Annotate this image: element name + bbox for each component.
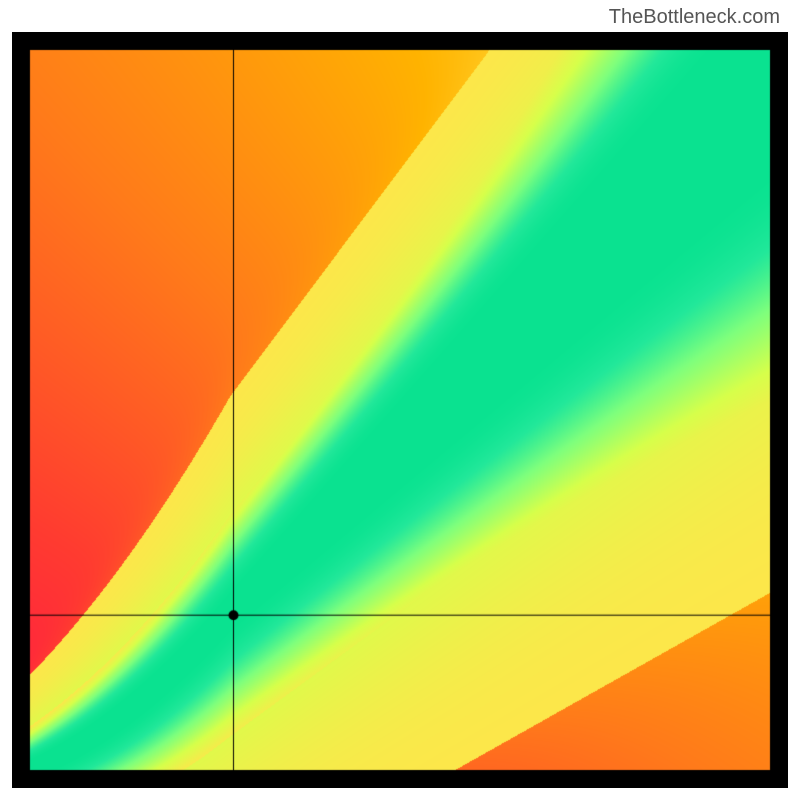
heatmap-canvas	[12, 32, 788, 788]
watermark-text: TheBottleneck.com	[609, 6, 780, 29]
plot-area	[12, 32, 788, 788]
chart-wrapper: TheBottleneck.com	[0, 0, 800, 800]
